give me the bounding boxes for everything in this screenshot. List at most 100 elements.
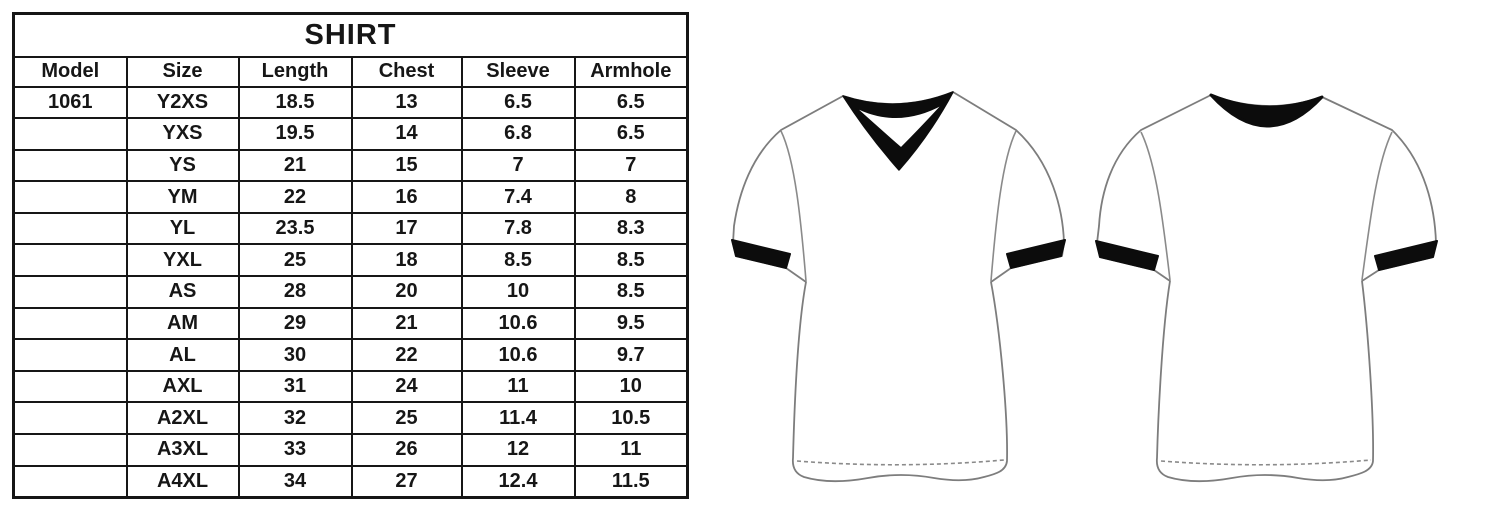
cell-model xyxy=(12,401,128,436)
cell-size: A3XL xyxy=(125,433,240,467)
column-header-model: Model xyxy=(12,55,128,88)
table-row: YL 23.5 17 7.8 8.3 xyxy=(12,211,689,246)
cell-size: AXL xyxy=(125,369,240,404)
cell-armhole: 8 xyxy=(573,180,689,214)
cell-chest: 13 xyxy=(350,85,463,120)
cell-model xyxy=(12,369,128,404)
cell-sleeve: 7 xyxy=(460,148,576,183)
shirt-back-hem-stitch xyxy=(1160,459,1372,466)
cell-model xyxy=(12,148,128,183)
cell-sleeve: 6.8 xyxy=(460,117,576,151)
cell-armhole: 10 xyxy=(573,369,689,404)
cell-sleeve: 11 xyxy=(460,369,576,404)
vneck-shirt-front-illustration xyxy=(731,91,1066,483)
cell-chest: 22 xyxy=(350,338,463,372)
cell-model xyxy=(12,338,128,372)
cell-armhole: 8.3 xyxy=(573,211,689,246)
cell-model xyxy=(12,433,128,467)
cell-size: YXS xyxy=(125,117,240,151)
cell-length: 32 xyxy=(237,401,353,436)
cell-chest: 14 xyxy=(350,117,463,151)
shirt-back-left-cuff xyxy=(1095,240,1159,271)
cell-length: 33 xyxy=(237,433,353,467)
column-header-armhole: Armhole xyxy=(573,55,689,88)
cell-armhole: 9.5 xyxy=(573,306,689,341)
cell-sleeve: 10.6 xyxy=(460,338,576,372)
column-header-length: Length xyxy=(237,55,353,88)
cell-length: 30 xyxy=(237,338,353,372)
cell-length: 21 xyxy=(237,148,353,183)
cell-chest: 27 xyxy=(350,464,463,499)
cell-model xyxy=(12,464,128,499)
table-row: YS 21 15 7 7 xyxy=(12,148,689,183)
shirt-back-right-cuff xyxy=(1374,240,1438,271)
cell-length: 28 xyxy=(237,275,353,309)
cell-size: YM xyxy=(125,180,240,214)
cell-size: AS xyxy=(125,275,240,309)
shirt-illustrations xyxy=(731,91,1438,483)
table-row: A4XL 34 27 12.4 11.5 xyxy=(12,464,689,499)
cell-chest: 25 xyxy=(350,401,463,436)
cell-armhole: 9.7 xyxy=(573,338,689,372)
cell-chest: 18 xyxy=(350,243,463,278)
crewneck-shirt-back-illustration xyxy=(1095,93,1438,483)
cell-sleeve: 7.8 xyxy=(460,211,576,246)
cell-sleeve: 11.4 xyxy=(460,401,576,436)
table-row: YM 22 16 7.4 8 xyxy=(12,180,689,214)
cell-model: 1061 xyxy=(12,85,128,120)
table-row: YXL 25 18 8.5 8.5 xyxy=(12,243,689,278)
cell-length: 19.5 xyxy=(237,117,353,151)
cell-armhole: 11 xyxy=(573,433,689,467)
cell-length: 18.5 xyxy=(237,85,353,120)
cell-size: YL xyxy=(125,211,240,246)
shirt-front-right-cuff xyxy=(1006,239,1066,269)
shirt-back-crew-collar xyxy=(1209,93,1324,128)
cell-chest: 24 xyxy=(350,369,463,404)
shirt-back-left-armhole-seam xyxy=(1140,131,1171,281)
cell-length: 25 xyxy=(237,243,353,278)
cell-sleeve: 10.6 xyxy=(460,306,576,341)
cell-chest: 16 xyxy=(350,180,463,214)
cell-sleeve: 7.4 xyxy=(460,180,576,214)
cell-length: 34 xyxy=(237,464,353,499)
shirt-front-vneck-collar xyxy=(842,91,954,171)
table-row: YXS 19.5 14 6.8 6.5 xyxy=(12,117,689,151)
table-row: AXL 31 24 11 10 xyxy=(12,369,689,404)
cell-model xyxy=(12,211,128,246)
cell-model xyxy=(12,180,128,214)
cell-model xyxy=(12,243,128,278)
size-chart-title: SHIRT xyxy=(12,12,689,58)
column-header-size: Size xyxy=(125,55,240,88)
cell-chest: 21 xyxy=(350,306,463,341)
cell-armhole: 8.5 xyxy=(573,243,689,278)
cell-chest: 15 xyxy=(350,148,463,183)
cell-chest: 20 xyxy=(350,275,463,309)
cell-armhole: 11.5 xyxy=(573,464,689,499)
cell-armhole: 8.5 xyxy=(573,275,689,309)
table-row: A2XL 32 25 11.4 10.5 xyxy=(12,401,689,436)
shirt-front-left-cuff xyxy=(731,239,791,269)
cell-size: AL xyxy=(125,338,240,372)
cell-model xyxy=(12,306,128,341)
cell-length: 29 xyxy=(237,306,353,341)
cell-size: YXL xyxy=(125,243,240,278)
table-row: 1061 Y2XS 18.5 13 6.5 6.5 xyxy=(12,85,689,120)
column-header-sleeve: Sleeve xyxy=(460,55,576,88)
table-row: AM 29 21 10.6 9.5 xyxy=(12,306,689,341)
column-header-chest: Chest xyxy=(350,55,463,88)
size-chart-table: SHIRT Model Size Length Chest Sleeve Arm… xyxy=(12,12,690,499)
cell-size: Y2XS xyxy=(125,85,240,120)
cell-armhole: 10.5 xyxy=(573,401,689,436)
shirt-front-right-armhole-seam xyxy=(990,130,1017,282)
cell-size: AM xyxy=(125,306,240,341)
table-row: A3XL 33 26 12 11 xyxy=(12,433,689,467)
cell-sleeve: 10 xyxy=(460,275,576,309)
table-header-row: Model Size Length Chest Sleeve Armhole xyxy=(12,55,689,88)
shirt-front-body xyxy=(732,91,1065,483)
cell-armhole: 6.5 xyxy=(573,117,689,151)
shirt-back-body xyxy=(1096,94,1437,483)
shirt-back-right-armhole-seam xyxy=(1361,131,1393,281)
cell-armhole: 6.5 xyxy=(573,85,689,120)
table-row: AS 28 20 10 8.5 xyxy=(12,275,689,309)
